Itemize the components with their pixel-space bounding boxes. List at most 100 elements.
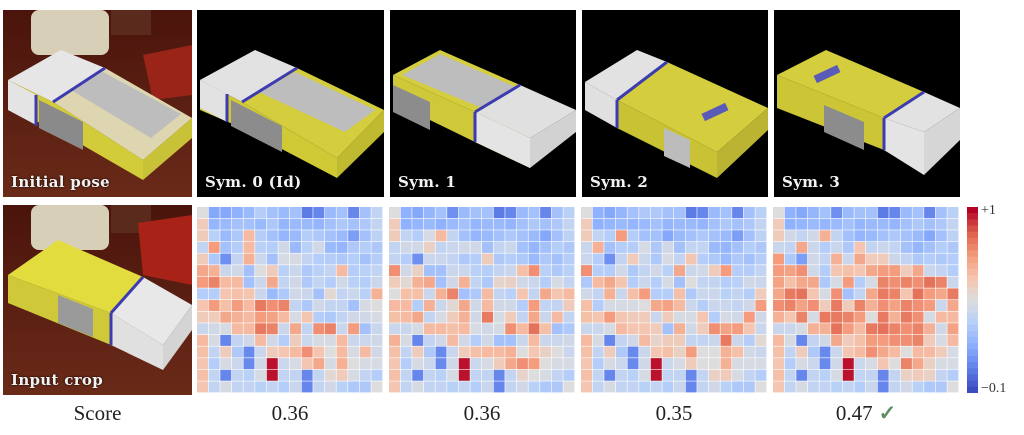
heatmap-cell [540, 323, 552, 335]
heatmap-cell [650, 265, 662, 277]
heatmap-cell [313, 311, 325, 323]
heatmap-cell [493, 276, 505, 288]
heatmap-cell [447, 358, 459, 370]
heatmap-cell [551, 241, 563, 253]
heatmap-cell [592, 381, 604, 393]
heatmap-cell [924, 323, 936, 335]
heatmap-cell [400, 276, 412, 288]
heatmap-cell [697, 230, 709, 242]
colorbar-segment [967, 331, 978, 338]
heatmap-cell [301, 253, 313, 265]
score-sym0: 0.36 [271, 401, 309, 425]
heatmap-cell [755, 369, 767, 381]
heatmap-cell [336, 241, 348, 253]
heatmap-cell [720, 300, 732, 312]
heatmap-cell [313, 218, 325, 230]
heatmap-cell [423, 265, 435, 277]
heatmap-cell [359, 346, 371, 358]
heatmap-cell [935, 230, 947, 242]
heatmap-cell [197, 311, 209, 323]
heatmap-cell [732, 207, 744, 219]
heatmap-cell [581, 334, 593, 346]
heatmap-cell [720, 265, 732, 277]
heatmap-cell [371, 346, 383, 358]
heatmap-cell [278, 300, 290, 312]
heatmap-cell [348, 300, 360, 312]
heatmap-cell [290, 358, 302, 370]
heatmap-cell [389, 218, 401, 230]
heatmap-cell [935, 300, 947, 312]
heatmap-cell [842, 207, 854, 219]
heatmap-cell [208, 323, 220, 335]
heatmap-cell [208, 334, 220, 346]
heatmap-cell [592, 276, 604, 288]
heatmap-cell [720, 218, 732, 230]
heatmap-cell [831, 218, 843, 230]
heatmap-cell [348, 358, 360, 370]
heatmap-cell [266, 241, 278, 253]
heatmap-cell [708, 369, 720, 381]
heatmap-cell [796, 369, 808, 381]
heatmap-cell [697, 207, 709, 219]
heatmap-cell [371, 218, 383, 230]
heatmap-cell [359, 323, 371, 335]
heatmap-cell [627, 300, 639, 312]
heatmap-cell [650, 311, 662, 323]
heatmap-cell [255, 288, 267, 300]
heatmap-cell [563, 311, 575, 323]
heatmap-cell [336, 265, 348, 277]
heatmap-cell [208, 288, 220, 300]
heatmap-cell [278, 311, 290, 323]
heatmap-cell [371, 323, 383, 335]
heatmap-cell [423, 207, 435, 219]
heatmap-cell [220, 334, 232, 346]
heatmap-cell [807, 230, 819, 242]
heatmap-cell [412, 311, 424, 323]
heatmap-cell [348, 288, 360, 300]
heatmap-cell [650, 381, 662, 393]
heatmap-cell [755, 334, 767, 346]
heatmap-cell [231, 253, 243, 265]
heatmap-cell [336, 207, 348, 219]
heatmap-cell [947, 288, 959, 300]
heatmap-cell [866, 381, 878, 393]
heatmap-cell [243, 358, 255, 370]
heatmap-cell [400, 369, 412, 381]
heatmap-cell [348, 334, 360, 346]
heatmap-cell [243, 207, 255, 219]
heatmap-cell [266, 288, 278, 300]
heatmap-cell [674, 381, 686, 393]
heatmap-cell [796, 218, 808, 230]
heatmap-cell [400, 300, 412, 312]
heatmap-cell [773, 369, 785, 381]
heatmap-cell [389, 288, 401, 300]
heatmap-cell [412, 323, 424, 335]
heatmap-cell [889, 218, 901, 230]
heatmap-cell [720, 358, 732, 370]
heatmap-cell [516, 241, 528, 253]
heatmap-cell [592, 369, 604, 381]
heatmap-cell [708, 253, 720, 265]
heatmap-cell [336, 311, 348, 323]
heatmap-cell [807, 207, 819, 219]
heatmap-cell [359, 358, 371, 370]
heatmap-cell [528, 346, 540, 358]
heatmap-cell [784, 346, 796, 358]
heatmap-cell [796, 230, 808, 242]
heatmap-cell [324, 288, 336, 300]
heatmap-cell [889, 369, 901, 381]
heatmap-cell [313, 369, 325, 381]
heatmap-cell [639, 218, 651, 230]
heatmap-cell [540, 253, 552, 265]
heatmap-cell [243, 241, 255, 253]
heatmap-cell [266, 207, 278, 219]
heatmap-cell [924, 369, 936, 381]
heatmap-cell [773, 334, 785, 346]
heatmap-cell [231, 334, 243, 346]
heatmap-cell [889, 265, 901, 277]
heatmap-cell [313, 300, 325, 312]
heatmap-cell [912, 381, 924, 393]
heatmap-cell [290, 346, 302, 358]
heatmap-cell [604, 218, 616, 230]
heatmap-cell [639, 265, 651, 277]
